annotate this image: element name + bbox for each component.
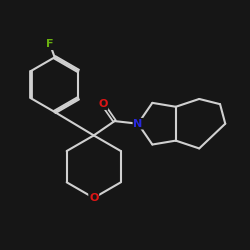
- Text: F: F: [46, 39, 54, 49]
- Text: O: O: [89, 193, 99, 203]
- Text: N: N: [134, 119, 143, 129]
- Text: O: O: [98, 99, 108, 109]
